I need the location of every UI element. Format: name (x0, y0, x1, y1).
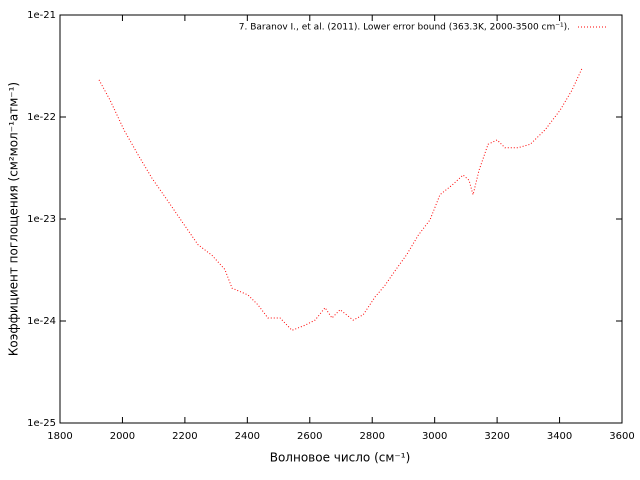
x-tick-label: 2400 (235, 431, 260, 442)
y-tick-label: 1e-23 (27, 214, 56, 225)
x-tick-label: 3200 (484, 431, 509, 442)
plot-frame (59, 14, 623, 424)
y-axis-label: Коэффициент поглощения (см²мол⁻¹атм⁻¹) (7, 82, 21, 356)
data-line (98, 68, 583, 331)
y-tick-label: 1e-21 (27, 10, 56, 21)
y-tick-label: 1e-24 (27, 316, 56, 327)
x-axis-label: Волновое число (см⁻¹) (270, 451, 411, 465)
y-tick-label: 1e-22 (27, 112, 56, 123)
legend-label: 7. Baranov I., et al. (2011). Lower erro… (239, 23, 570, 33)
x-tick-label: 2800 (359, 431, 384, 442)
x-tick-label: 3400 (547, 431, 572, 442)
x-tick-label: 3600 (609, 431, 634, 442)
x-tick-label: 1800 (47, 431, 72, 442)
x-tick-label: 3000 (422, 431, 447, 442)
y-tick-label: 1e-25 (27, 418, 56, 429)
x-tick-label: 2000 (110, 431, 135, 442)
x-tick-label: 2600 (297, 431, 322, 442)
x-tick-label: 2200 (172, 431, 197, 442)
